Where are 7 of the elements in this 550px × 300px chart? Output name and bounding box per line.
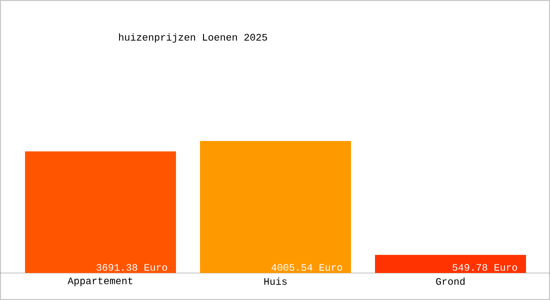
data-label: 3691.38 Euro <box>96 264 168 271</box>
data-label: 4005.54 Euro <box>271 264 342 271</box>
x-tick-label: Grond <box>436 278 465 285</box>
chart-title: huizenprijzen Loenen 2025 <box>119 33 268 43</box>
x-tick-label: Huis <box>264 278 287 285</box>
data-label: 549.78 Euro <box>452 264 518 271</box>
x-tick-label: Appartement <box>68 278 132 286</box>
